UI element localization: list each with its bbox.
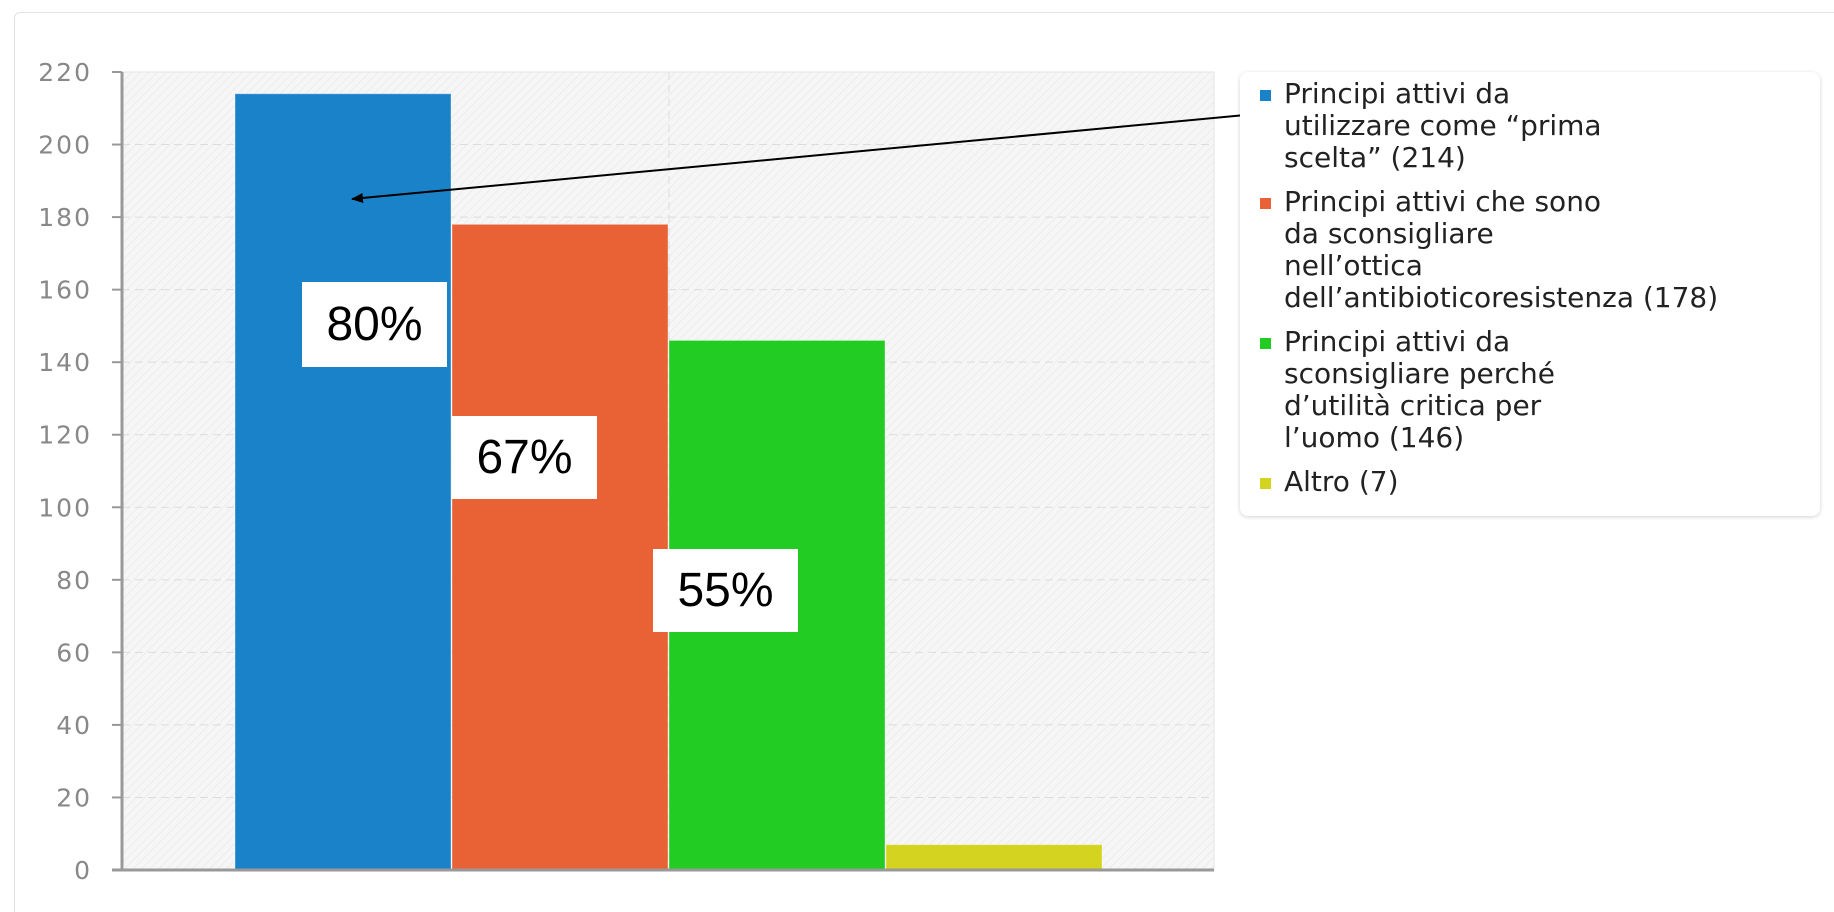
legend-item-1: Principi attivi da utilizzare come “prim… bbox=[1260, 78, 1820, 174]
percent-label-2: 67% bbox=[452, 416, 597, 499]
percent-label-3: 55% bbox=[653, 549, 798, 632]
annotation-arrow bbox=[351, 113, 1257, 203]
legend-swatch bbox=[1260, 478, 1271, 489]
y-tick-label: 40 bbox=[56, 711, 92, 740]
legend-swatch bbox=[1260, 90, 1271, 101]
y-tick-label: 140 bbox=[38, 348, 92, 377]
y-tick-label: 60 bbox=[56, 638, 92, 667]
chart-frame bbox=[14, 12, 1834, 912]
bar-4 bbox=[885, 844, 1103, 871]
y-tick-label: 220 bbox=[38, 58, 92, 87]
legend: Principi attivi da utilizzare come “prim… bbox=[1240, 72, 1820, 516]
bar-1 bbox=[234, 93, 452, 871]
y-tick-label: 20 bbox=[56, 783, 92, 812]
legend-label: Principi attivi da sconsigliare perché d… bbox=[1284, 325, 1556, 454]
legend-label: Principi attivi che sono da sconsigliare… bbox=[1284, 185, 1719, 314]
bar-2 bbox=[451, 223, 669, 871]
y-tick-labels: 0 20 40 60 80 100 120 140 160 180 200 220 bbox=[38, 58, 92, 885]
y-tick-label: 80 bbox=[56, 566, 92, 595]
axes bbox=[112, 72, 1214, 872]
legend-item-4: Altro (7) bbox=[1260, 466, 1820, 498]
legend-label: Altro (7) bbox=[1284, 465, 1399, 498]
y-tick-label: 200 bbox=[38, 131, 92, 160]
y-tick-label: 180 bbox=[38, 203, 92, 232]
percent-label-1: 80% bbox=[302, 282, 447, 367]
y-tick-label: 120 bbox=[38, 421, 92, 450]
legend-item-3: Principi attivi da sconsigliare perché d… bbox=[1260, 326, 1820, 454]
legend-item-2: Principi attivi che sono da sconsigliare… bbox=[1260, 186, 1820, 314]
legend-swatch bbox=[1260, 198, 1271, 209]
y-tick-label: 160 bbox=[38, 276, 92, 305]
y-tick-label: 0 bbox=[74, 856, 92, 885]
legend-label: Principi attivi da utilizzare come “prim… bbox=[1284, 77, 1602, 174]
legend-swatch bbox=[1260, 338, 1271, 349]
y-tick-label: 100 bbox=[38, 493, 92, 522]
